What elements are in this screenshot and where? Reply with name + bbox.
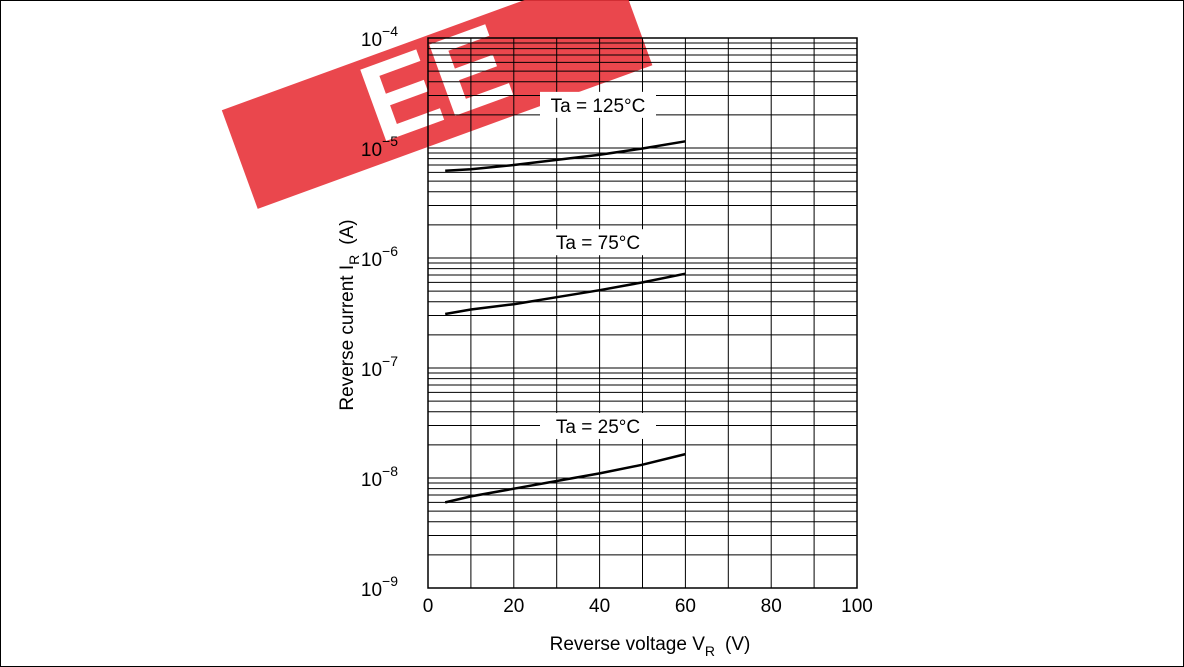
x-tick-label: 80 [761, 596, 782, 617]
y-tick-label: 10−7 [361, 353, 398, 381]
series-line [444, 452, 686, 504]
y-tick-label: 10−8 [361, 463, 398, 491]
plot-border [427, 37, 858, 589]
plot-area [427, 37, 858, 589]
series-label-bg [540, 412, 656, 439]
series-labels: Ta = 125°C Ta = 75°C Ta = 25°C [540, 91, 656, 439]
y-axis-ticks: 10−9 10−8 10−7 10−6 10−5 10−4 [361, 23, 398, 601]
y-tick-label: 10−9 [361, 573, 398, 601]
x-axis-title: Reverse voltage VR (V) [550, 634, 751, 659]
x-tick-label: 40 [589, 596, 610, 617]
y-tick-label: 10−4 [361, 23, 398, 51]
x-tick-label: 100 [841, 596, 873, 617]
series-label: Ta = 125°C [551, 96, 646, 117]
x-axis-ticks: 0 20 40 60 80 100 [423, 596, 873, 617]
series-layer [444, 140, 686, 504]
x-tick-label: 60 [675, 596, 696, 617]
y-tick-label: 10−6 [361, 243, 398, 271]
x-tick-label: 20 [503, 596, 524, 617]
series-label: Ta = 75°C [556, 233, 640, 254]
series-label: Ta = 25°C [556, 417, 640, 438]
grid [427, 37, 858, 589]
y-tick-label: 10−5 [361, 133, 398, 161]
y-axis-title: Reverse current IR(A) [337, 219, 362, 410]
series-line [445, 140, 686, 173]
x-tick-label: 0 [423, 596, 434, 617]
series-line [444, 272, 686, 316]
series-label-bg [540, 91, 656, 118]
series-label-bg [540, 229, 656, 256]
